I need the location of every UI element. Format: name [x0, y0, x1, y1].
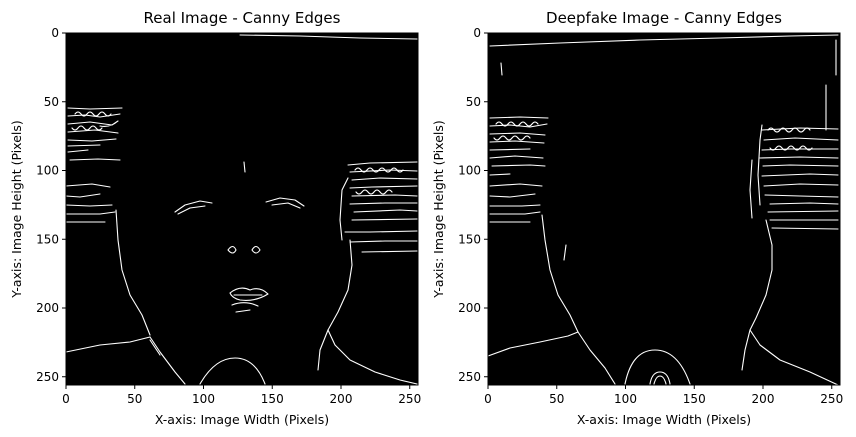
deepfake-ytick-label: 150: [458, 232, 481, 246]
deepfake-ytick-label: 100: [458, 164, 481, 178]
deepfake-ylabel: Y-axis: Image Height (Pixels): [431, 120, 446, 298]
real-x-ticks: 0 50 100 150 200 250: [62, 385, 421, 406]
real-ytick-label: 50: [44, 95, 59, 109]
real-axes-frame: [65, 32, 419, 386]
panel-deepfake-image: [487, 33, 840, 386]
deepfake-xtick-label: 150: [683, 392, 706, 406]
deepfake-x-ticks: 0 50 100 150 200 250: [484, 385, 843, 406]
deepfake-ytick-label: 50: [466, 95, 481, 109]
real-ytick-label: 100: [36, 164, 59, 178]
panel-deepfake: Deepfake Image - Canny Edges: [431, 9, 843, 427]
deepfake-xlabel: X-axis: Image Width (Pixels): [577, 412, 751, 427]
real-y-ticks: 0 50 100 150 200 250: [36, 26, 66, 384]
deepfake-ytick-label: 0: [473, 26, 481, 40]
real-xtick-label: 50: [127, 392, 142, 406]
deepfake-y-ticks: 0 50 100 150 200 250: [458, 26, 488, 384]
panel-deepfake-title: Deepfake Image - Canny Edges: [546, 9, 782, 27]
real-xtick-label: 200: [330, 392, 353, 406]
real-xtick-label: 150: [261, 392, 284, 406]
deepfake-ytick-label: 250: [458, 370, 481, 384]
real-ytick-label: 250: [36, 370, 59, 384]
deepfake-image-background: [488, 33, 840, 385]
panel-real-image: [65, 33, 418, 385]
deepfake-xtick-label: 100: [614, 392, 637, 406]
panel-real: Real Image - Canny Edges: [9, 9, 421, 427]
real-ytick-label: 200: [36, 301, 59, 315]
panel-real-title: Real Image - Canny Edges: [144, 9, 341, 27]
deepfake-axes-frame: [487, 32, 841, 386]
deepfake-edge-lines: [487, 34, 839, 386]
real-xlabel: X-axis: Image Width (Pixels): [155, 412, 329, 427]
real-xtick-label: 100: [192, 392, 215, 406]
real-ylabel: Y-axis: Image Height (Pixels): [9, 120, 24, 298]
real-ytick-label: 0: [51, 26, 59, 40]
deepfake-xtick-label: 0: [484, 392, 492, 406]
deepfake-xtick-label: 50: [549, 392, 564, 406]
real-ytick-label: 150: [36, 232, 59, 246]
real-xtick-label: 250: [398, 392, 421, 406]
deepfake-xtick-label: 200: [752, 392, 775, 406]
real-xtick-label: 0: [62, 392, 70, 406]
real-edge-lines: [65, 34, 418, 385]
real-image-background: [66, 33, 418, 385]
deepfake-xtick-label: 250: [820, 392, 843, 406]
deepfake-ytick-label: 200: [458, 301, 481, 315]
